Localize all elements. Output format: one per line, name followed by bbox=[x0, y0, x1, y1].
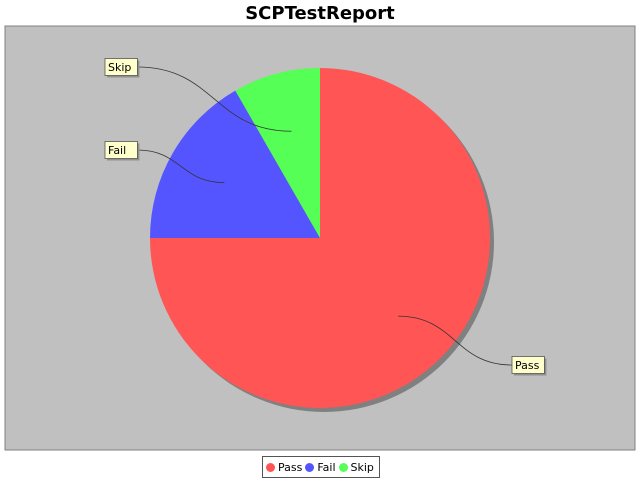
legend-item-fail: Fail bbox=[305, 460, 336, 474]
pie-slices bbox=[150, 68, 490, 408]
pie-slice-skip bbox=[235, 68, 320, 238]
callout-label-fail: Fail bbox=[108, 144, 126, 157]
callout-box-skip bbox=[104, 58, 138, 76]
legend-label-fail: Fail bbox=[317, 460, 336, 474]
legend-swatch-fail bbox=[305, 462, 315, 472]
legend-label-skip: Skip bbox=[350, 460, 374, 474]
callout-label-skip: Skip bbox=[108, 61, 131, 74]
legend-item-pass: Pass bbox=[266, 461, 302, 474]
chart-title: SCPTestReport bbox=[245, 3, 395, 24]
callout-box-pass bbox=[511, 356, 545, 374]
callout-line-pass bbox=[398, 315, 513, 366]
callout-line-skip bbox=[137, 66, 292, 132]
legend-swatch-skip bbox=[338, 462, 348, 472]
legend-label-pass: Pass bbox=[278, 460, 303, 474]
pie-slice-fail bbox=[150, 90, 320, 238]
legend-swatch-pass bbox=[266, 462, 275, 472]
callout-box-fail bbox=[104, 141, 138, 159]
callout-line-fail bbox=[137, 149, 225, 184]
pie-callouts: Pass Fail Skip bbox=[104, 58, 547, 376]
legend: Pass Fail Skip bbox=[262, 456, 380, 478]
legend-item-skip: Skip bbox=[338, 460, 374, 474]
callout-label-pass: Pass bbox=[515, 359, 540, 372]
